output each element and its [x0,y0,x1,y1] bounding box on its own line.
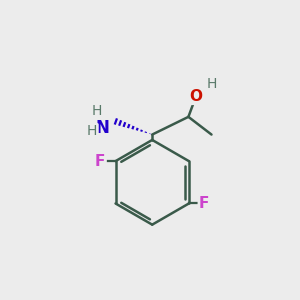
Text: H: H [206,77,217,91]
Text: H: H [87,124,97,139]
Text: F: F [199,196,209,211]
Text: H: H [92,104,102,118]
Text: F: F [95,154,105,169]
Text: O: O [190,88,202,104]
Text: N: N [96,119,110,137]
